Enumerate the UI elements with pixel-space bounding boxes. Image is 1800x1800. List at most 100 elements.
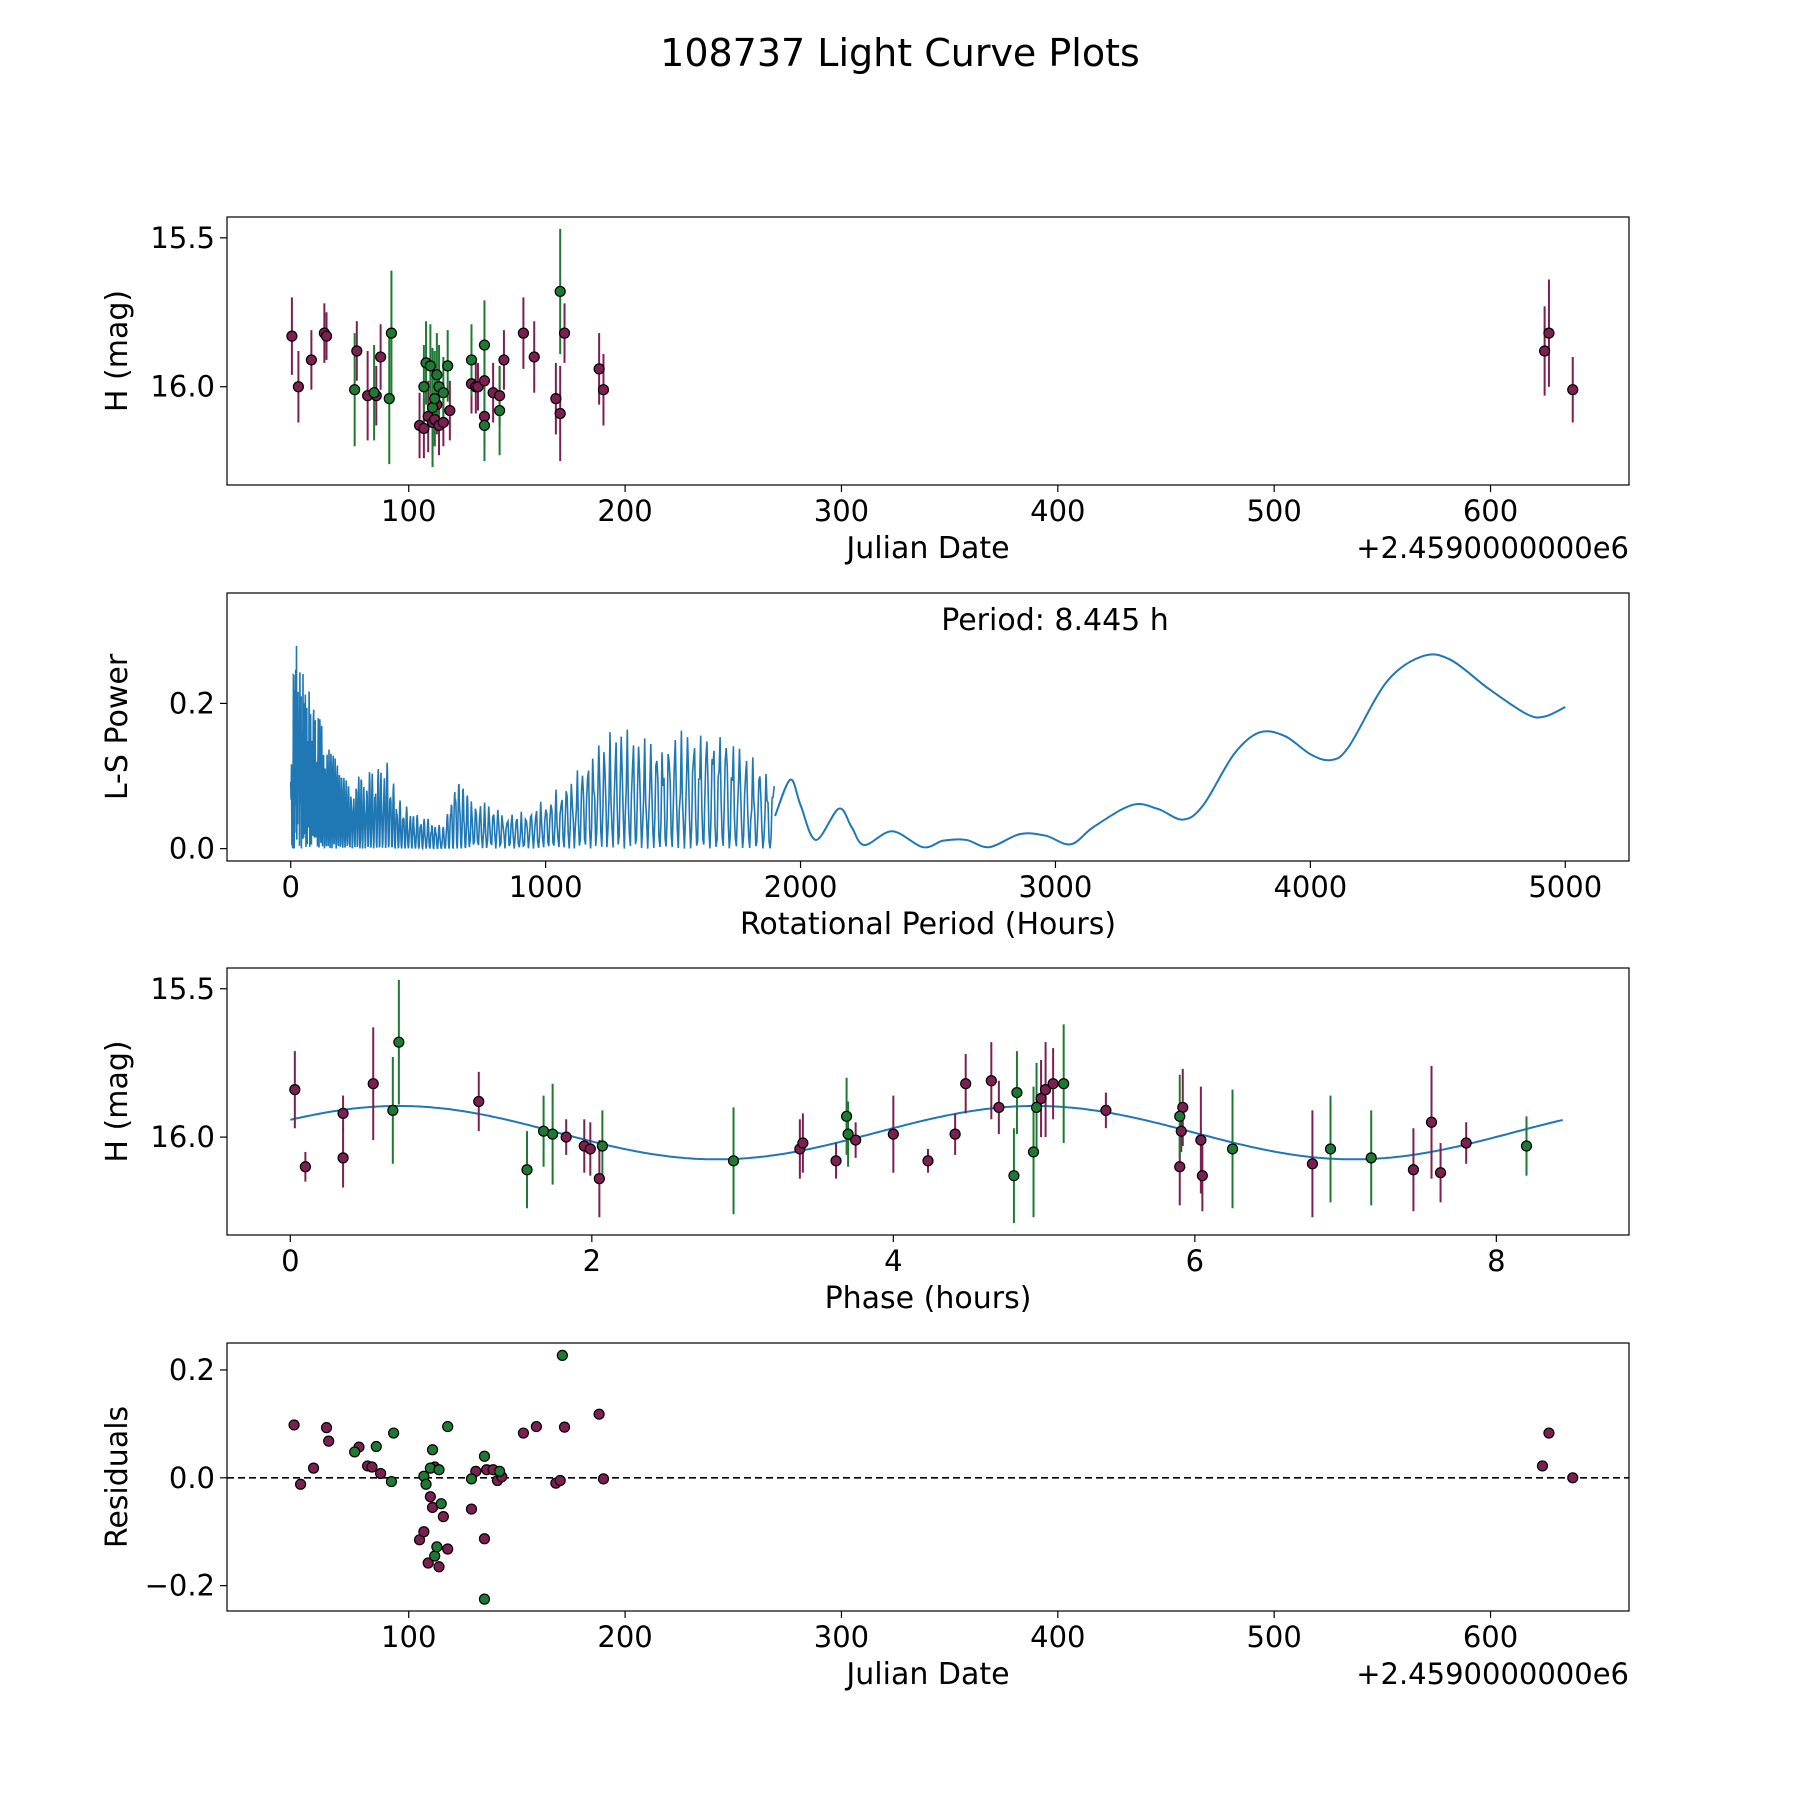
data-point-green: [385, 327, 398, 339]
x-tick-label: 100: [381, 494, 436, 528]
data-point-purple: [1460, 1137, 1472, 1149]
data-point-green: [1030, 1101, 1043, 1114]
data-point-green: [465, 354, 478, 366]
data-point-green: [478, 339, 491, 351]
x-axis-label: Rotational Period (Hours): [740, 907, 1116, 942]
data-point-green: [393, 1036, 405, 1048]
data-point-green: [554, 285, 566, 298]
data-point-purple: [550, 393, 562, 405]
data-point-purple: [494, 390, 506, 402]
x-tick-label: 500: [1246, 1620, 1301, 1654]
data-point-purple: [294, 1478, 307, 1490]
data-point-green: [547, 1128, 559, 1140]
periodogram-panel: Period: 8.445 h 0 1000 2000 3000 4000 5000 0.0 0…: [100, 592, 1630, 942]
data-point-purple: [351, 345, 363, 357]
data-point-purple: [424, 1491, 436, 1503]
x-tick-label: 2: [583, 1244, 601, 1278]
data-point-purple: [473, 1095, 485, 1108]
data-point-green: [418, 381, 430, 393]
data-point-purple: [1175, 1125, 1187, 1137]
data-point-green: [429, 1550, 441, 1562]
data-point-purple: [1047, 1078, 1059, 1090]
x-tick-label: 200: [597, 1620, 652, 1654]
data-point-green: [368, 387, 380, 399]
axes-frame: [226, 1342, 1630, 1612]
y-tick-label: 16.0: [150, 370, 215, 404]
data-point-green: [1058, 1078, 1070, 1090]
y-axis-label: H (mag): [100, 290, 135, 412]
data-point-purple: [442, 1543, 454, 1555]
data-point-purple: [593, 1408, 605, 1420]
data-point-purple: [517, 1427, 530, 1439]
light-curve-panel: 100 200 300 400 500 600 16.0 15.5 Julian Date H (…: [100, 216, 1630, 566]
data-point-green: [478, 1593, 491, 1605]
period-annotation: Period: 8.445 h: [941, 603, 1169, 638]
y-tick-label: −0.2: [145, 1569, 215, 1603]
data-point-green: [596, 1140, 608, 1152]
data-point-green: [442, 360, 454, 372]
data-point-purple: [1407, 1164, 1420, 1176]
data-point-purple: [375, 1467, 387, 1480]
data-point-purple: [444, 404, 456, 417]
data-point-green: [842, 1128, 854, 1140]
data-point-green: [429, 393, 441, 405]
data-point-purple: [922, 1155, 934, 1167]
data-point-green: [465, 1473, 478, 1485]
data-point-purple: [337, 1107, 349, 1119]
x-tick-label: 4000: [1273, 870, 1347, 904]
data-point-purple: [560, 1131, 572, 1143]
x-tick-label: 2000: [764, 870, 838, 904]
data-point-green: [1174, 1110, 1186, 1122]
data-point-purple: [367, 1078, 379, 1090]
data-point-green: [431, 369, 443, 381]
data-point-green: [1008, 1170, 1020, 1182]
data-point-green: [1027, 1146, 1040, 1158]
data-point-green: [433, 1464, 445, 1476]
data-point-purple: [528, 351, 540, 363]
y-tick-label: 15.5: [150, 221, 215, 255]
data-point-green: [420, 1478, 432, 1490]
x-tick-label: 4: [884, 1244, 902, 1278]
x-tick-label: 0: [281, 1244, 299, 1278]
x-tick-label: 1000: [509, 870, 583, 904]
data-point-purple: [366, 1461, 378, 1473]
axes-frame: [226, 216, 1630, 486]
data-point-purple: [558, 1421, 571, 1433]
y-tick-label: 0.0: [169, 1461, 215, 1495]
data-point-green: [385, 1475, 398, 1488]
data-point-purple: [1306, 1158, 1319, 1170]
y-tick-label: 16.0: [150, 1120, 215, 1154]
x-tick-label: 6: [1186, 1244, 1204, 1278]
data-point-purple: [286, 330, 298, 342]
data-point-purple: [433, 1561, 445, 1573]
data-point-purple: [1425, 1116, 1438, 1128]
x-axis-label: Phase (hours): [825, 1281, 1032, 1316]
data-point-green: [478, 419, 491, 432]
data-point-green: [424, 360, 436, 372]
periodogram-smooth-line: [774, 653, 1566, 849]
data-point-green: [556, 1349, 568, 1362]
data-point-green: [442, 1420, 454, 1433]
data-point-purple: [437, 1511, 449, 1523]
data-point-green: [1520, 1140, 1533, 1152]
data-point-purple: [288, 1419, 300, 1431]
x-tick-label: 0: [282, 870, 300, 904]
x-tick-label: 300: [814, 494, 869, 528]
data-point-green: [1011, 1086, 1023, 1099]
x-tick-label: 600: [1463, 1620, 1518, 1654]
data-point-green: [521, 1164, 533, 1176]
data-point-purple: [437, 416, 449, 429]
x-tick-label: 300: [814, 1620, 869, 1654]
data-point-green: [1324, 1143, 1337, 1155]
residuals-panel: 100 200 300 400 500 600 0.2 0.0 −0.2 Julian Date R…: [100, 1342, 1630, 1692]
data-point-purple: [597, 1473, 610, 1485]
data-point-purple: [1543, 327, 1555, 339]
data-point-purple: [830, 1155, 842, 1167]
x-tick-label: 200: [597, 494, 652, 528]
data-point-purple: [1543, 1427, 1555, 1439]
x-tick-label: 600: [1463, 494, 1518, 528]
data-point-green: [349, 1446, 361, 1458]
data-point-purple: [1567, 1472, 1579, 1484]
y-tick-label: 15.5: [150, 972, 215, 1006]
data-point-purple: [1035, 1092, 1047, 1105]
